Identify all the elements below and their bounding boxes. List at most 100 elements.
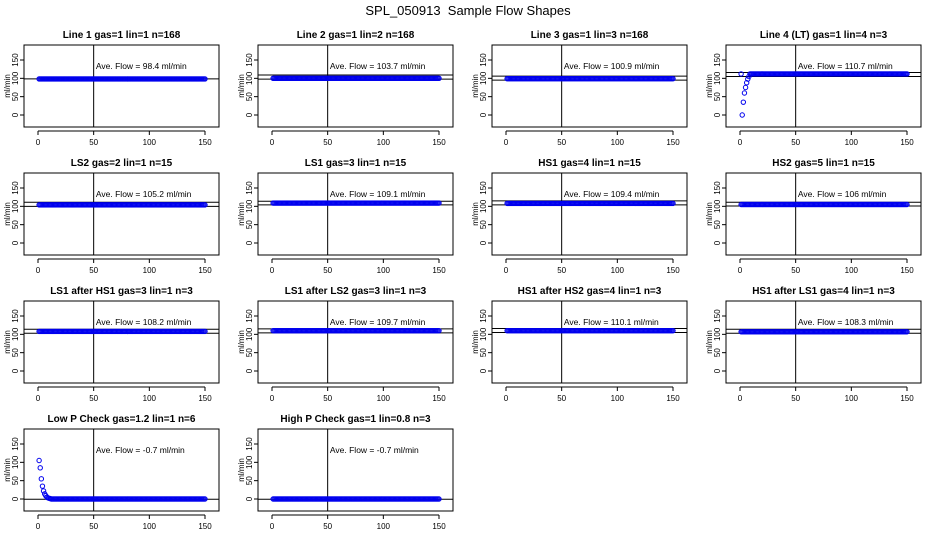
y-axis-label: ml/min bbox=[3, 458, 12, 482]
panel-5: LS2 gas=2 lin=1 n=15 ml/min 0 50 100 150 0 50 10… bbox=[3, 158, 220, 275]
x-tick-label: 0 bbox=[504, 138, 509, 147]
x-tick-label: 150 bbox=[198, 266, 212, 275]
data-point bbox=[670, 76, 676, 82]
y-tick-label: 50 bbox=[713, 92, 722, 101]
x-tick-label: 100 bbox=[377, 522, 391, 531]
y-tick-label: 0 bbox=[245, 368, 254, 373]
x-tick-label: 50 bbox=[323, 394, 332, 403]
y-tick-label: 100 bbox=[11, 455, 20, 469]
y-tick-label: 50 bbox=[11, 476, 20, 485]
y-axis-label: ml/min bbox=[3, 330, 12, 354]
y-tick-label: 150 bbox=[713, 181, 722, 195]
y-tick-label: 100 bbox=[479, 327, 488, 341]
x-tick-label: 0 bbox=[738, 138, 743, 147]
data-point bbox=[740, 99, 747, 105]
data-point bbox=[436, 75, 442, 82]
plot-frame bbox=[725, 44, 922, 128]
panel-1: Line 1 gas=1 lin=1 n=168 ml/min 0 50 100 150 0… bbox=[3, 30, 220, 147]
x-tick-label: 0 bbox=[36, 522, 41, 531]
y-axis-label: ml/min bbox=[471, 74, 480, 98]
y-tick-label: 150 bbox=[245, 437, 254, 451]
x-tick-label: 50 bbox=[323, 138, 332, 147]
panel-12: HS1 after LS1 gas=4 lin=1 n=3 ml/min 0 50 10… bbox=[705, 286, 922, 403]
y-tick-label: 0 bbox=[245, 496, 254, 501]
panel-title: Line 1 gas=1 lin=1 n=168 bbox=[63, 30, 181, 41]
x-tick-label: 100 bbox=[845, 394, 859, 403]
data-point bbox=[670, 200, 676, 207]
panel-10: LS1 after LS2 gas=3 lin=1 n=3 ml/min 0 50 10… bbox=[237, 286, 454, 403]
y-axis-label: ml/min bbox=[471, 330, 480, 354]
average-flow-annotation: Ave. Flow = 109.4 ml/min bbox=[564, 189, 660, 199]
data-point bbox=[38, 476, 45, 482]
y-tick-label: 100 bbox=[713, 71, 722, 85]
average-flow-annotation: Ave. Flow = -0.7 ml/min bbox=[330, 445, 419, 455]
y-axis-label: ml/min bbox=[237, 330, 246, 354]
plot-frame bbox=[725, 300, 922, 384]
panel-title: Line 3 gas=1 lin=3 n=168 bbox=[531, 30, 649, 41]
panel-title: Line 2 gas=1 lin=2 n=168 bbox=[297, 30, 415, 41]
y-tick-label: 150 bbox=[245, 181, 254, 195]
x-tick-label: 150 bbox=[198, 138, 212, 147]
x-tick-label: 0 bbox=[36, 394, 41, 403]
y-tick-label: 50 bbox=[11, 348, 20, 357]
x-tick-label: 100 bbox=[377, 266, 391, 275]
x-tick-label: 100 bbox=[143, 522, 157, 531]
y-tick-label: 0 bbox=[713, 112, 722, 117]
panel-title: LS1 gas=3 lin=1 n=15 bbox=[305, 158, 407, 169]
y-tick-label: 0 bbox=[11, 368, 20, 373]
y-tick-label: 150 bbox=[11, 309, 20, 323]
y-tick-label: 100 bbox=[713, 327, 722, 341]
average-flow-annotation: Ave. Flow = 109.1 ml/min bbox=[330, 189, 426, 199]
y-tick-label: 0 bbox=[713, 240, 722, 245]
x-tick-label: 50 bbox=[791, 266, 800, 275]
panel-8: HS2 gas=5 lin=1 n=15 ml/min 0 50 100 150 0 50 10… bbox=[705, 158, 922, 275]
y-tick-label: 150 bbox=[245, 53, 254, 67]
y-tick-label: 50 bbox=[245, 92, 254, 101]
y-tick-label: 100 bbox=[11, 327, 20, 341]
x-tick-label: 150 bbox=[666, 266, 680, 275]
panel-title: HS1 gas=4 lin=1 n=15 bbox=[538, 158, 641, 169]
x-tick-label: 0 bbox=[36, 266, 41, 275]
data-point bbox=[738, 71, 744, 77]
panel-title: Line 4 (LT) gas=1 lin=4 n=3 bbox=[760, 30, 888, 41]
data-point bbox=[36, 457, 42, 464]
y-tick-label: 50 bbox=[245, 476, 254, 485]
plot-frame bbox=[257, 428, 454, 512]
y-tick-label: 150 bbox=[245, 309, 254, 323]
x-tick-label: 150 bbox=[900, 138, 914, 147]
x-tick-label: 150 bbox=[666, 394, 680, 403]
data-point bbox=[202, 202, 208, 208]
data-point bbox=[37, 465, 43, 471]
x-tick-label: 100 bbox=[611, 394, 625, 403]
data-point bbox=[741, 90, 748, 96]
panel-4: Line 4 (LT) gas=1 lin=4 n=3 ml/min 0 50 100 1… bbox=[705, 30, 922, 147]
y-axis-label: ml/min bbox=[237, 202, 246, 226]
x-tick-label: 100 bbox=[845, 138, 859, 147]
average-flow-annotation: Ave. Flow = 108.3 ml/min bbox=[798, 317, 894, 327]
y-tick-label: 100 bbox=[479, 199, 488, 213]
y-tick-label: 50 bbox=[245, 348, 254, 357]
x-tick-label: 150 bbox=[432, 138, 446, 147]
y-tick-label: 0 bbox=[479, 112, 488, 117]
x-tick-label: 150 bbox=[900, 266, 914, 275]
x-tick-label: 150 bbox=[900, 394, 914, 403]
y-axis-label: ml/min bbox=[705, 74, 714, 98]
data-point bbox=[436, 496, 442, 502]
average-flow-annotation: Ave. Flow = 100.9 ml/min bbox=[564, 61, 660, 71]
x-tick-label: 50 bbox=[323, 266, 332, 275]
x-tick-label: 50 bbox=[89, 522, 98, 531]
y-tick-label: 0 bbox=[245, 112, 254, 117]
y-tick-label: 50 bbox=[479, 348, 488, 357]
x-tick-label: 0 bbox=[36, 138, 41, 147]
panel-title: LS1 after HS1 gas=3 lin=1 n=3 bbox=[50, 286, 193, 297]
y-tick-label: 0 bbox=[479, 240, 488, 245]
panel-title: Low P Check gas=1.2 lin=1 n=6 bbox=[48, 414, 196, 425]
average-flow-annotation: Ave. Flow = 109.7 ml/min bbox=[330, 317, 426, 327]
y-axis-label: ml/min bbox=[705, 202, 714, 226]
panel-14: High P Check gas=1 lin=0.8 n=3 ml/min 0 50 1… bbox=[237, 414, 454, 531]
y-tick-label: 0 bbox=[11, 112, 20, 117]
x-tick-label: 0 bbox=[270, 394, 275, 403]
y-tick-label: 100 bbox=[479, 71, 488, 85]
y-tick-label: 50 bbox=[479, 220, 488, 229]
